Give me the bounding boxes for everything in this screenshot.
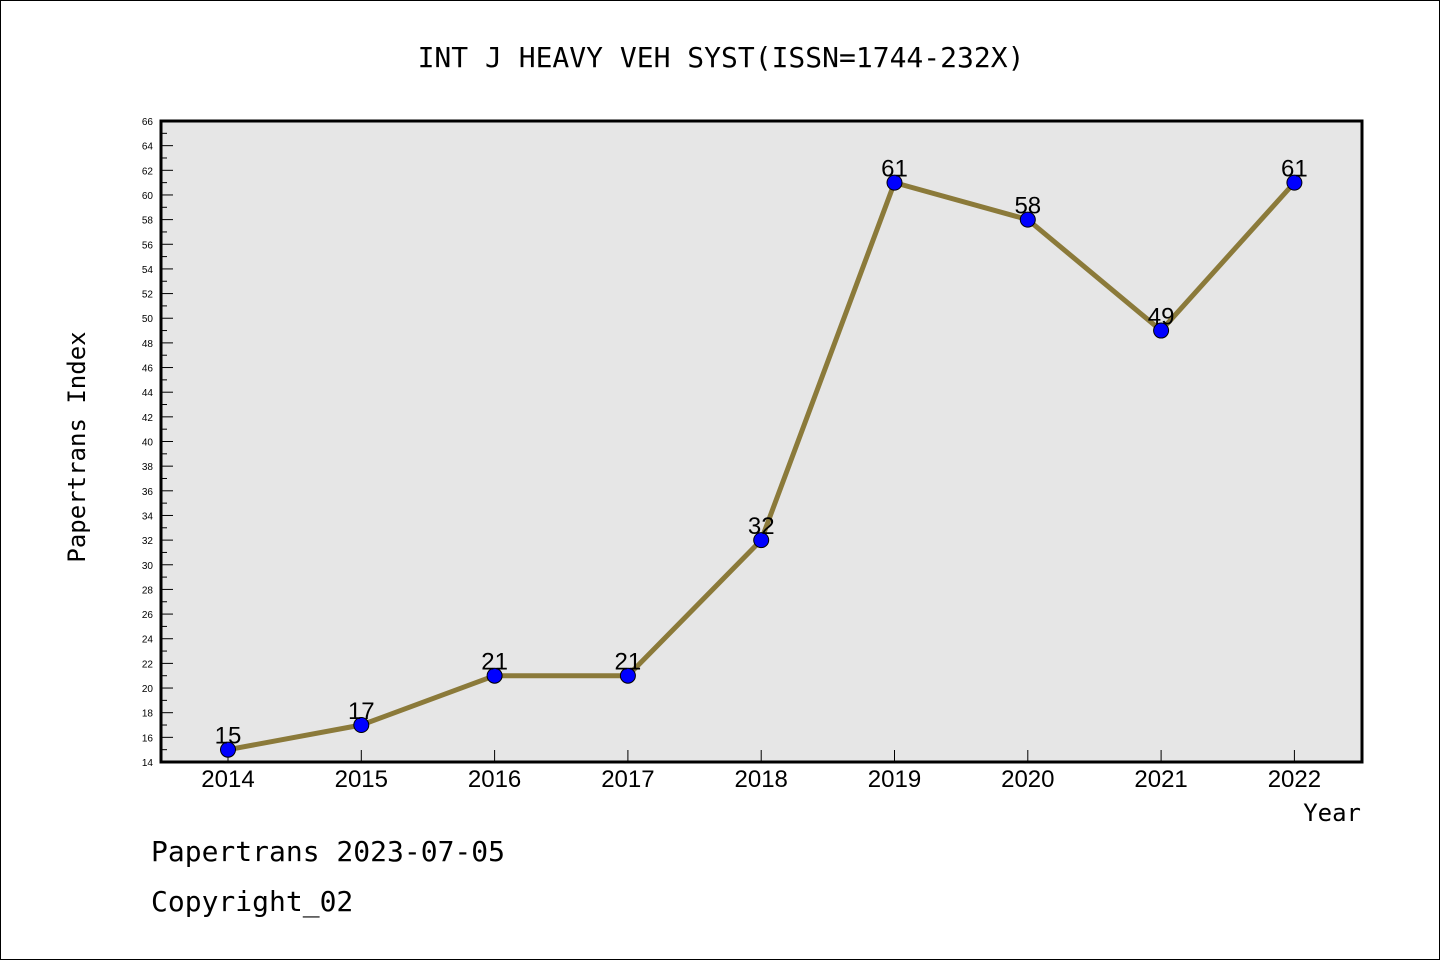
y-tick-label: 36 [142, 487, 154, 498]
x-tick-label: 2018 [735, 766, 788, 793]
y-tick-label: 50 [142, 314, 154, 325]
data-label: 61 [881, 156, 908, 183]
y-tick-label: 66 [142, 117, 154, 128]
y-tick-label: 32 [142, 536, 154, 547]
data-point [486, 667, 503, 684]
y-tick-label: 26 [142, 610, 154, 621]
x-tick-label: 2015 [335, 766, 388, 793]
y-tick-label: 28 [142, 585, 154, 596]
y-tick-label: 56 [142, 240, 154, 251]
x-tick-label: 2016 [468, 766, 521, 793]
data-point [1019, 211, 1036, 228]
y-tick-label: 48 [142, 339, 154, 350]
chart-title: INT J HEAVY VEH SYST(ISSN=1744-232X) [418, 41, 1025, 74]
series-layer [220, 174, 1303, 758]
y-tick-label: 62 [142, 166, 154, 177]
y-tick-label: 58 [142, 216, 154, 227]
data-label: 21 [481, 649, 508, 676]
y-tick-label: 54 [142, 265, 154, 276]
data-point [619, 667, 636, 684]
x-axis-label: Year [1303, 799, 1361, 827]
y-tick-label: 34 [142, 511, 154, 522]
data-label: 49 [1148, 304, 1175, 331]
x-tick-label: 2020 [1001, 766, 1054, 793]
data-label: 15 [215, 723, 242, 750]
y-tick-label: 16 [142, 733, 154, 744]
data-label: 58 [1014, 193, 1041, 220]
data-label: 61 [1281, 156, 1308, 183]
data-point [886, 174, 903, 191]
x-tick-label: 2022 [1268, 766, 1321, 793]
x-tick-label: 2021 [1134, 766, 1187, 793]
x-axis-ticks: 2014 2015 2016 2017 2018 2019 2020 2021 2022 [201, 750, 1321, 793]
data-point [220, 741, 236, 758]
x-tick-label: 2014 [201, 766, 254, 793]
data-label: 21 [615, 649, 642, 676]
y-tick-label: 60 [142, 191, 154, 202]
y-axis-label: Papertrans Index [63, 331, 91, 562]
y-tick-label: 46 [142, 364, 154, 375]
y-tick-label: 24 [142, 635, 154, 646]
data-point [353, 717, 370, 734]
x-tick-label: 2019 [868, 766, 921, 793]
y-tick-label: 22 [142, 659, 154, 670]
data-point [1153, 322, 1170, 339]
y-tick-label: 42 [142, 413, 154, 424]
y-tick-label: 18 [142, 709, 154, 720]
y-tick-label: 20 [142, 684, 154, 695]
footer-copyright: Copyright_02 [151, 885, 354, 918]
y-tick-label: 38 [142, 462, 154, 473]
y-axis-ticks: 14 16 18 20 22 24 26 28 30 32 34 36 38 40 42 44 46 48 50 52… [142, 117, 173, 769]
y-tick-label: 14 [142, 758, 154, 769]
data-labels: 15 17 21 21 32 61 58 49 61 [215, 156, 1308, 750]
data-point [753, 532, 770, 549]
y-tick-label: 40 [142, 438, 154, 449]
y-tick-label: 44 [142, 388, 154, 399]
y-tick-label: 64 [142, 142, 154, 153]
y-tick-label: 30 [142, 561, 154, 572]
y-tick-label: 52 [142, 290, 154, 301]
footer-date: Papertrans 2023-07-05 [151, 835, 506, 868]
data-label: 32 [748, 513, 775, 540]
plot-area [159, 119, 1364, 764]
x-tick-label: 2017 [601, 766, 654, 793]
data-label: 17 [348, 698, 375, 725]
data-point [1286, 174, 1303, 191]
